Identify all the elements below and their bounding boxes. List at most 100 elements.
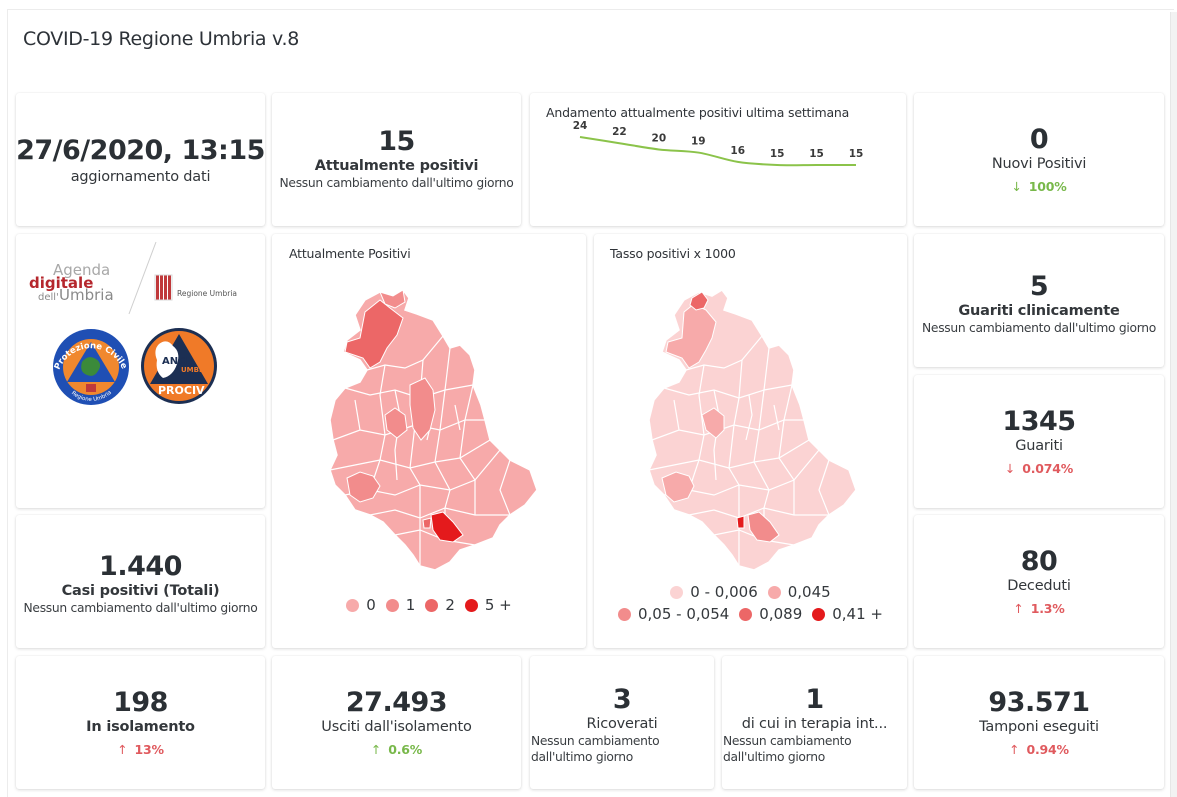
legend-swatch-icon — [618, 607, 631, 621]
agenda-line3b: Umbria — [59, 286, 114, 304]
municipality-border — [434, 347, 451, 540]
arrow-up-icon: ↑ — [370, 742, 382, 758]
trend-data-label: 20 — [652, 132, 667, 144]
municipality-border — [354, 399, 361, 431]
legend-item[interactable]: 0,089 — [739, 603, 802, 625]
kpi-sub: Nessun cambiamento dall'ultimo giorno — [723, 734, 852, 765]
legend-item[interactable]: 0,41 + — [812, 603, 883, 625]
municipality-san-giustino — [379, 289, 406, 309]
legend-item[interactable]: 0 - 0,006 — [670, 581, 758, 603]
municipality-terni — [747, 511, 780, 543]
arrow-down-icon: ↓ — [1011, 179, 1022, 195]
municipality-border — [663, 384, 793, 399]
trend-data-label: 16 — [730, 145, 745, 157]
protezione-civile-logo: Protezione Civile Regione Umbria — [53, 329, 129, 405]
kpi-value: 15 — [378, 125, 415, 157]
legend-swatch-icon — [464, 598, 478, 612]
kpi-value: 27.493 — [345, 686, 448, 718]
casi-totali-card: 1.440 Casi positivi (Totali) Nessun camb… — [16, 515, 265, 648]
trend-title: Andamento attualmente positivi ultima se… — [546, 105, 850, 120]
tamponi-card: 93.571 Tamponi eseguiti ↑ 0.94% — [914, 656, 1164, 789]
municipality-border — [713, 529, 795, 546]
legend-label: 0 - 0,006 — [690, 583, 758, 601]
legend-item[interactable]: 5 + — [464, 596, 512, 614]
legend-swatch-icon — [767, 585, 781, 599]
legend-item[interactable]: 0,045 — [767, 581, 831, 603]
municipality-border — [745, 394, 753, 441]
legend-item[interactable]: 0 — [346, 596, 376, 614]
municipality-citta-di-castello — [344, 299, 404, 369]
kpi-value: 93.571 — [988, 686, 1090, 718]
map-positivi-title: Attualmente Positivi — [289, 246, 411, 261]
scrollbar[interactable] — [1170, 12, 1177, 797]
update-datetime: 27/6/2020, 13:15 — [16, 134, 265, 166]
municipality-narni — [736, 515, 745, 529]
municipality-border — [369, 507, 510, 519]
delta-value: 0.074% — [1022, 461, 1074, 477]
kpi-label: Guariti clinicamente — [958, 302, 1120, 319]
legend-label: 0,089 — [759, 605, 803, 623]
municipality-perugia — [409, 377, 436, 441]
municipality-border — [394, 529, 476, 546]
legend-swatch-icon — [812, 607, 826, 621]
regione-label: Regione Umbria — [177, 289, 237, 298]
arrow-up-icon: ↑ — [1013, 601, 1024, 617]
update-label: aggiornamento dati — [70, 168, 211, 185]
kpi-sub: Nessun cambiamento dall'ultimo giorno — [279, 176, 514, 191]
umbria-map-tasso[interactable] — [594, 274, 907, 614]
legend-item[interactable]: 1 — [385, 596, 416, 614]
legend-swatch-icon — [346, 598, 360, 612]
legend-label: 5 + — [484, 596, 512, 614]
kpi-label: Deceduti — [1007, 577, 1071, 594]
trend-line-chart: 24 22 20 19 16 15 15 15 — [573, 120, 864, 167]
logos-graphic: Agenda digitale dell' Umbria Regione Umb… — [29, 241, 237, 405]
kpi-delta: ↓ 0.074% — [1005, 461, 1073, 476]
municipality-orvieto — [346, 471, 381, 503]
kpi-label: Attualmente positivi — [314, 157, 479, 174]
divider-line — [128, 241, 157, 315]
map-positivi-legend: 0 1 2 5 + — [272, 596, 586, 614]
kpi-label: Casi positivi (Totali) — [61, 582, 220, 599]
municipality-border — [688, 364, 705, 491]
anci-line3: PROCIV — [158, 384, 205, 397]
legend-label: 1 — [405, 596, 416, 614]
kpi-value: 5 — [1029, 270, 1049, 302]
legend-item[interactable]: 2 — [425, 596, 455, 614]
umbria-map-positivi[interactable] — [272, 274, 586, 614]
kpi-delta: ↑ 1.3% — [1013, 601, 1064, 616]
delta-value: 1.3% — [1030, 601, 1065, 617]
kpi-delta: ↑ 0.6% — [371, 742, 422, 757]
isolamento-card: 198 In isolamento ↑ 13% — [16, 656, 265, 789]
arrow-up-icon: ↑ — [117, 742, 128, 758]
municipality-border — [366, 335, 444, 371]
kpi-sub: Nessun cambiamento dall'ultimo giorno — [531, 734, 660, 765]
kpi-value: 198 — [113, 686, 168, 718]
region-outline — [329, 289, 538, 571]
municipality-marsciano — [384, 407, 408, 439]
delta-value: 100% — [1028, 179, 1067, 195]
municipality-border — [753, 347, 770, 540]
municipality-border — [818, 459, 830, 516]
legend-label: 2 — [445, 596, 455, 614]
kpi-label: Usciti dall'isolamento — [321, 718, 472, 735]
trend-data-label: 15 — [849, 148, 864, 160]
anci-line2: UMBRIA — [181, 366, 213, 374]
kpi-delta: ↓ 100% — [1011, 179, 1066, 194]
deceduti-card: 80 Deceduti ↑ 1.3% — [914, 515, 1164, 648]
trend-data-label: 19 — [691, 136, 706, 148]
delta-value: 0.6% — [388, 742, 423, 758]
usciti-card: 27.493 Usciti dall'isolamento ↑ 0.6% — [272, 656, 521, 789]
nuovi-positivi-card: 0 Nuovi Positivi ↓ 100% — [914, 93, 1164, 226]
legend-item[interactable]: 0,05 - 0,054 — [618, 603, 729, 625]
municipality-marsciano — [701, 407, 725, 439]
agenda-line1: Agenda — [53, 261, 110, 279]
map-positivi-card: Attualmente Positivi 0 1 2 5 + — [272, 234, 586, 648]
municipality-border — [673, 399, 680, 431]
arrow-up-icon: ↑ — [1009, 742, 1020, 758]
guariti-clinicamente-card: 5 Guariti clinicamente Nessun cambiament… — [914, 234, 1164, 367]
legend-label: 0 — [366, 596, 376, 614]
trend-data-label: 15 — [770, 148, 785, 160]
page-title: COVID-19 Regione Umbria v.8 — [23, 28, 300, 50]
kpi-label: Nuovi Positivi — [991, 155, 1087, 172]
regione-umbria-logo: Regione Umbria — [154, 274, 237, 301]
